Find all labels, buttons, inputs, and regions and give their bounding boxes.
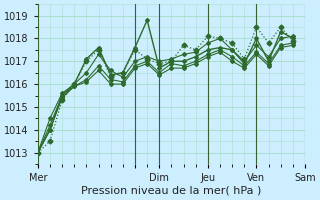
X-axis label: Pression niveau de la mer( hPa ): Pression niveau de la mer( hPa ) [81, 186, 262, 196]
